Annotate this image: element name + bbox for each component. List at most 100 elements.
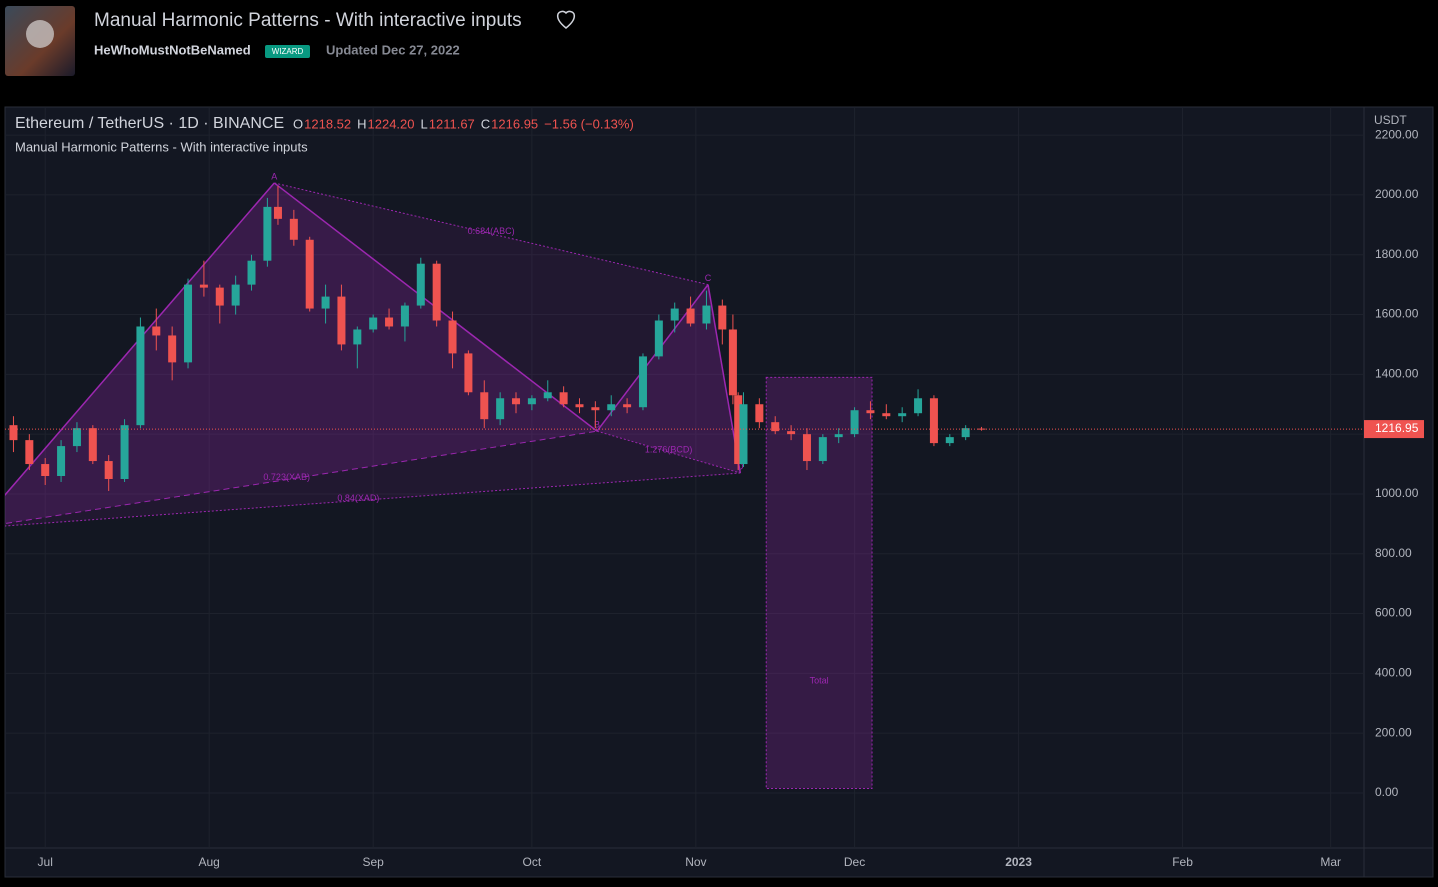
candle-body [480, 392, 489, 420]
y-tick-label: 200.00 [1375, 725, 1412, 739]
candle-body [850, 410, 859, 435]
candle-body [263, 206, 272, 261]
candle-body [543, 392, 552, 399]
candle-body [914, 398, 923, 414]
pattern-point-label: D [737, 461, 744, 471]
candle-body [559, 392, 568, 405]
y-tick-label: 0.00 [1375, 785, 1399, 799]
candle-body [787, 431, 796, 435]
legend-value: 1218.52 [304, 116, 351, 131]
candle-body [57, 446, 66, 477]
badge: WIZARD [272, 47, 304, 56]
candle-body [686, 308, 695, 324]
x-tick-label: Nov [685, 855, 706, 869]
y-tick-label: 600.00 [1375, 606, 1412, 620]
candle-body [882, 413, 891, 417]
total-label: Total [810, 675, 829, 685]
favorite-icon[interactable] [556, 10, 576, 29]
candle-body [739, 404, 748, 465]
candle-body [591, 407, 600, 411]
legend-value: 1211.67 [429, 116, 475, 131]
candle-body [702, 305, 711, 324]
y-tick-label: 1000.00 [1375, 486, 1419, 500]
candle-body [273, 206, 282, 219]
pattern-point-label: A [271, 171, 277, 181]
candle-body [416, 263, 425, 306]
candle-body [718, 305, 727, 330]
candle-body [104, 461, 113, 479]
candle-body [305, 239, 314, 309]
candle-body [866, 410, 875, 414]
x-tick-label: Feb [1172, 855, 1193, 869]
avatar-face [26, 20, 54, 48]
candle-body [9, 425, 18, 441]
candle-body [215, 287, 224, 306]
candle-body [512, 398, 521, 405]
page-title: Manual Harmonic Patterns - With interact… [94, 10, 522, 31]
candle-body [623, 404, 632, 408]
candle-body [961, 428, 970, 438]
candle-body [25, 440, 34, 465]
candle-body [120, 425, 129, 479]
y-tick-label: 1600.00 [1375, 307, 1419, 321]
pattern-fill [5, 182, 597, 524]
y-tick-label: 1800.00 [1375, 247, 1419, 261]
legend-change: −1.56 (−0.13%) [544, 116, 634, 131]
x-tick-label: Aug [199, 855, 220, 869]
price-unit: USDT [1374, 113, 1407, 127]
candle-body [575, 404, 584, 408]
candle-body [464, 353, 473, 393]
candle-body [385, 317, 394, 327]
legend-value: 1216.95 [491, 116, 538, 131]
candle-body [977, 428, 986, 430]
pattern-line [5, 430, 598, 525]
candle-body [400, 305, 409, 327]
y-tick-label: 1400.00 [1375, 367, 1419, 381]
author[interactable]: HeWhoMustNotBeNamed [94, 42, 251, 57]
y-tick-label: 400.00 [1375, 666, 1412, 680]
candle-body [818, 437, 827, 462]
candle-body [432, 263, 441, 321]
candle-body [321, 296, 330, 309]
candle-body [607, 404, 616, 411]
ratio-label: 1.276(BCD) [645, 444, 693, 454]
candle-body [289, 218, 298, 240]
candle-body [168, 335, 177, 363]
candle-body [136, 326, 145, 426]
pattern-line [5, 182, 275, 497]
candle-body [337, 296, 346, 345]
x-tick-label: Dec [844, 855, 865, 869]
candle-body [184, 284, 193, 363]
updated: Updated Dec 27, 2022 [326, 42, 460, 57]
x-tick-label: 2023 [1005, 855, 1032, 869]
candle-body [152, 326, 161, 336]
candle-body [654, 320, 663, 357]
x-tick-label: Sep [363, 855, 385, 869]
ratio-label: 0.84(XAD) [337, 493, 379, 503]
x-tick-label: Mar [1320, 855, 1341, 869]
candle-body [448, 320, 457, 354]
indicator-title: Manual Harmonic Patterns - With interact… [15, 139, 308, 154]
candle-body [638, 356, 647, 408]
candle-body [834, 434, 843, 438]
y-tick-label: 2000.00 [1375, 187, 1419, 201]
candle-body [247, 260, 256, 285]
legend-value: 1224.20 [368, 116, 415, 131]
candle-body [41, 464, 50, 477]
candle-body [72, 428, 81, 447]
badge-bg [265, 45, 310, 58]
candle-body [369, 317, 378, 330]
candle-body [231, 284, 240, 306]
legend-key: C [481, 116, 490, 131]
candle-body [755, 404, 764, 423]
pattern-fill [596, 284, 741, 474]
x-tick-label: Oct [523, 855, 542, 869]
last-price-label: 1216.95 [1375, 421, 1419, 435]
pattern-point-label: C [705, 273, 712, 283]
y-tick-label: 800.00 [1375, 546, 1412, 560]
chart-panel[interactable] [4, 106, 1434, 878]
candle-body [353, 329, 362, 345]
candle-body [728, 329, 737, 396]
candle-body [898, 413, 907, 417]
